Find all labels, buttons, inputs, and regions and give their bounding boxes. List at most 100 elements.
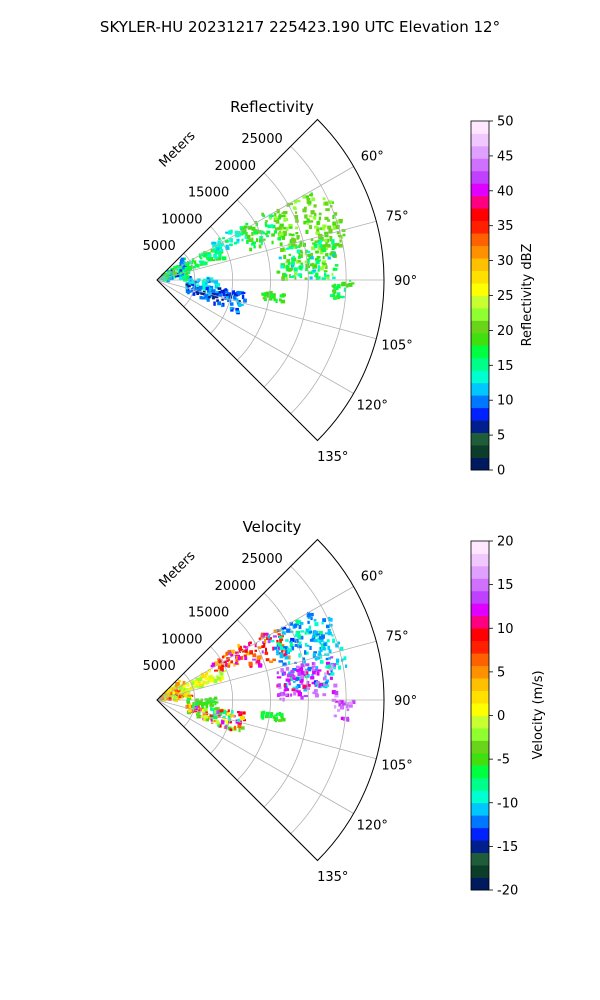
- echo-cell: [279, 298, 282, 302]
- reflectivity-panel: Reflectivity 60° 75° 90° 105° 120° 135° 5000 10…: [143, 98, 535, 479]
- echo-cell: [329, 294, 334, 298]
- echo-cell: [275, 298, 278, 303]
- echo-cell: [191, 258, 195, 263]
- echo-cell: [211, 296, 215, 300]
- echo-cell: [210, 249, 215, 253]
- echo-cell: [180, 257, 185, 262]
- colorbar-segment: [471, 590, 489, 604]
- echo-cell: [212, 248, 217, 253]
- echo-cell: [196, 264, 200, 268]
- echo-cell: [211, 292, 216, 297]
- echo-cell: [292, 686, 296, 690]
- echo-cell: [196, 712, 199, 716]
- echo-cell: [220, 248, 224, 252]
- echo-cell: [276, 208, 280, 214]
- echo-cell: [184, 693, 188, 698]
- echo-cell: [264, 233, 268, 236]
- echo-cell: [249, 247, 253, 252]
- echo-cell: [255, 660, 260, 663]
- range-tick-label: 15000: [188, 606, 229, 621]
- echo-cell: [304, 214, 308, 219]
- echo-cell: [256, 238, 259, 242]
- echo-cell: [324, 262, 327, 266]
- echo-cell: [348, 701, 353, 705]
- echo-cell: [334, 690, 339, 696]
- echo-cell: [312, 653, 316, 657]
- echo-cell: [323, 270, 328, 273]
- colorbar-segment: [471, 245, 489, 259]
- echo-cell: [279, 242, 283, 246]
- echo-cell: [214, 246, 218, 250]
- echo-cell: [266, 635, 269, 640]
- echo-cell: [210, 708, 215, 711]
- echo-cell: [213, 715, 218, 720]
- echo-cell: [235, 307, 239, 311]
- echo-cell: [162, 692, 166, 695]
- echo-cell: [319, 638, 324, 642]
- azimuth-tick-label: 60°: [361, 150, 384, 165]
- echo-cell: [173, 695, 176, 701]
- echo-cell: [219, 709, 224, 713]
- echo-cell: [265, 632, 269, 636]
- range-axis-label: Meters: [157, 128, 199, 170]
- echo-cell: [179, 685, 183, 690]
- colorbar-segment: [471, 628, 489, 642]
- echo-cell: [173, 691, 178, 694]
- echo-cell: [169, 694, 174, 699]
- echo-cell: [302, 208, 307, 213]
- echo-cell: [322, 260, 327, 263]
- echo-cell: [176, 268, 180, 272]
- echo-cell: [287, 244, 291, 249]
- echo-cell: [294, 211, 298, 214]
- echo-cell: [316, 633, 320, 636]
- echo-cell: [298, 653, 301, 658]
- echo-cell: [257, 229, 261, 234]
- echo-cell: [264, 651, 269, 655]
- echo-cell: [283, 693, 288, 696]
- echo-cell: [310, 252, 313, 257]
- echo-cell: [175, 682, 180, 686]
- colorbar-segment: [471, 553, 489, 567]
- echo-cell: [186, 697, 191, 701]
- echo-cell: [239, 656, 242, 660]
- echo-cell: [262, 641, 266, 644]
- echo-cell: [309, 193, 312, 197]
- echo-cell: [311, 262, 314, 267]
- echo-cell: [327, 243, 331, 248]
- echo-cell: [258, 655, 262, 660]
- echo-cell: [205, 717, 209, 722]
- echo-cell: [215, 707, 220, 711]
- colorbar-segment: [471, 395, 489, 409]
- echo-cell: [181, 261, 186, 266]
- echo-cell: [311, 246, 316, 251]
- echo-cell: [319, 660, 324, 664]
- echo-cell: [198, 683, 203, 687]
- echo-cell: [199, 295, 203, 300]
- echo-cell: [249, 239, 254, 242]
- echo-cell: [297, 249, 301, 254]
- echo-cell: [184, 270, 187, 276]
- echo-cell: [332, 284, 335, 288]
- range-tick-label: 20000: [215, 579, 256, 594]
- echo-cell: [186, 683, 190, 687]
- echo-cell: [262, 214, 265, 218]
- echo-cell: [231, 714, 235, 717]
- colorbar-segment: [471, 432, 489, 446]
- echo-cell: [206, 285, 211, 288]
- echo-cell: [309, 638, 314, 642]
- echo-cell: [204, 701, 209, 705]
- echo-cell: [313, 243, 318, 247]
- echo-cell: [209, 285, 214, 290]
- echo-cell: [298, 641, 302, 646]
- echo-cell: [258, 238, 263, 243]
- echo-cell: [342, 233, 346, 237]
- echo-cell: [258, 637, 262, 640]
- echo-cell: [161, 695, 164, 700]
- echo-cell: [319, 682, 324, 687]
- echo-cell: [173, 266, 178, 271]
- echo-cell: [276, 653, 279, 656]
- colorbar-tick-label: -15: [497, 840, 518, 855]
- echo-cell: [325, 632, 329, 635]
- echo-cell: [269, 217, 272, 220]
